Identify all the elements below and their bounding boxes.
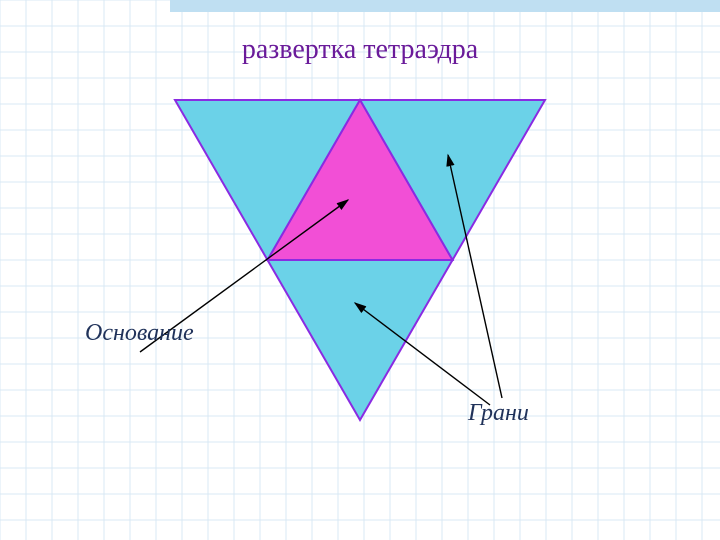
label-faces-text: Грани	[468, 400, 529, 426]
tetrahedron-net	[0, 0, 720, 540]
label-faces: Грани	[468, 400, 529, 427]
page: развертка тетраэдра Основание Грани	[0, 0, 720, 540]
label-base: Основание	[85, 320, 194, 347]
label-base-text: Основание	[85, 320, 194, 346]
face-bottom-triangle	[268, 260, 453, 420]
